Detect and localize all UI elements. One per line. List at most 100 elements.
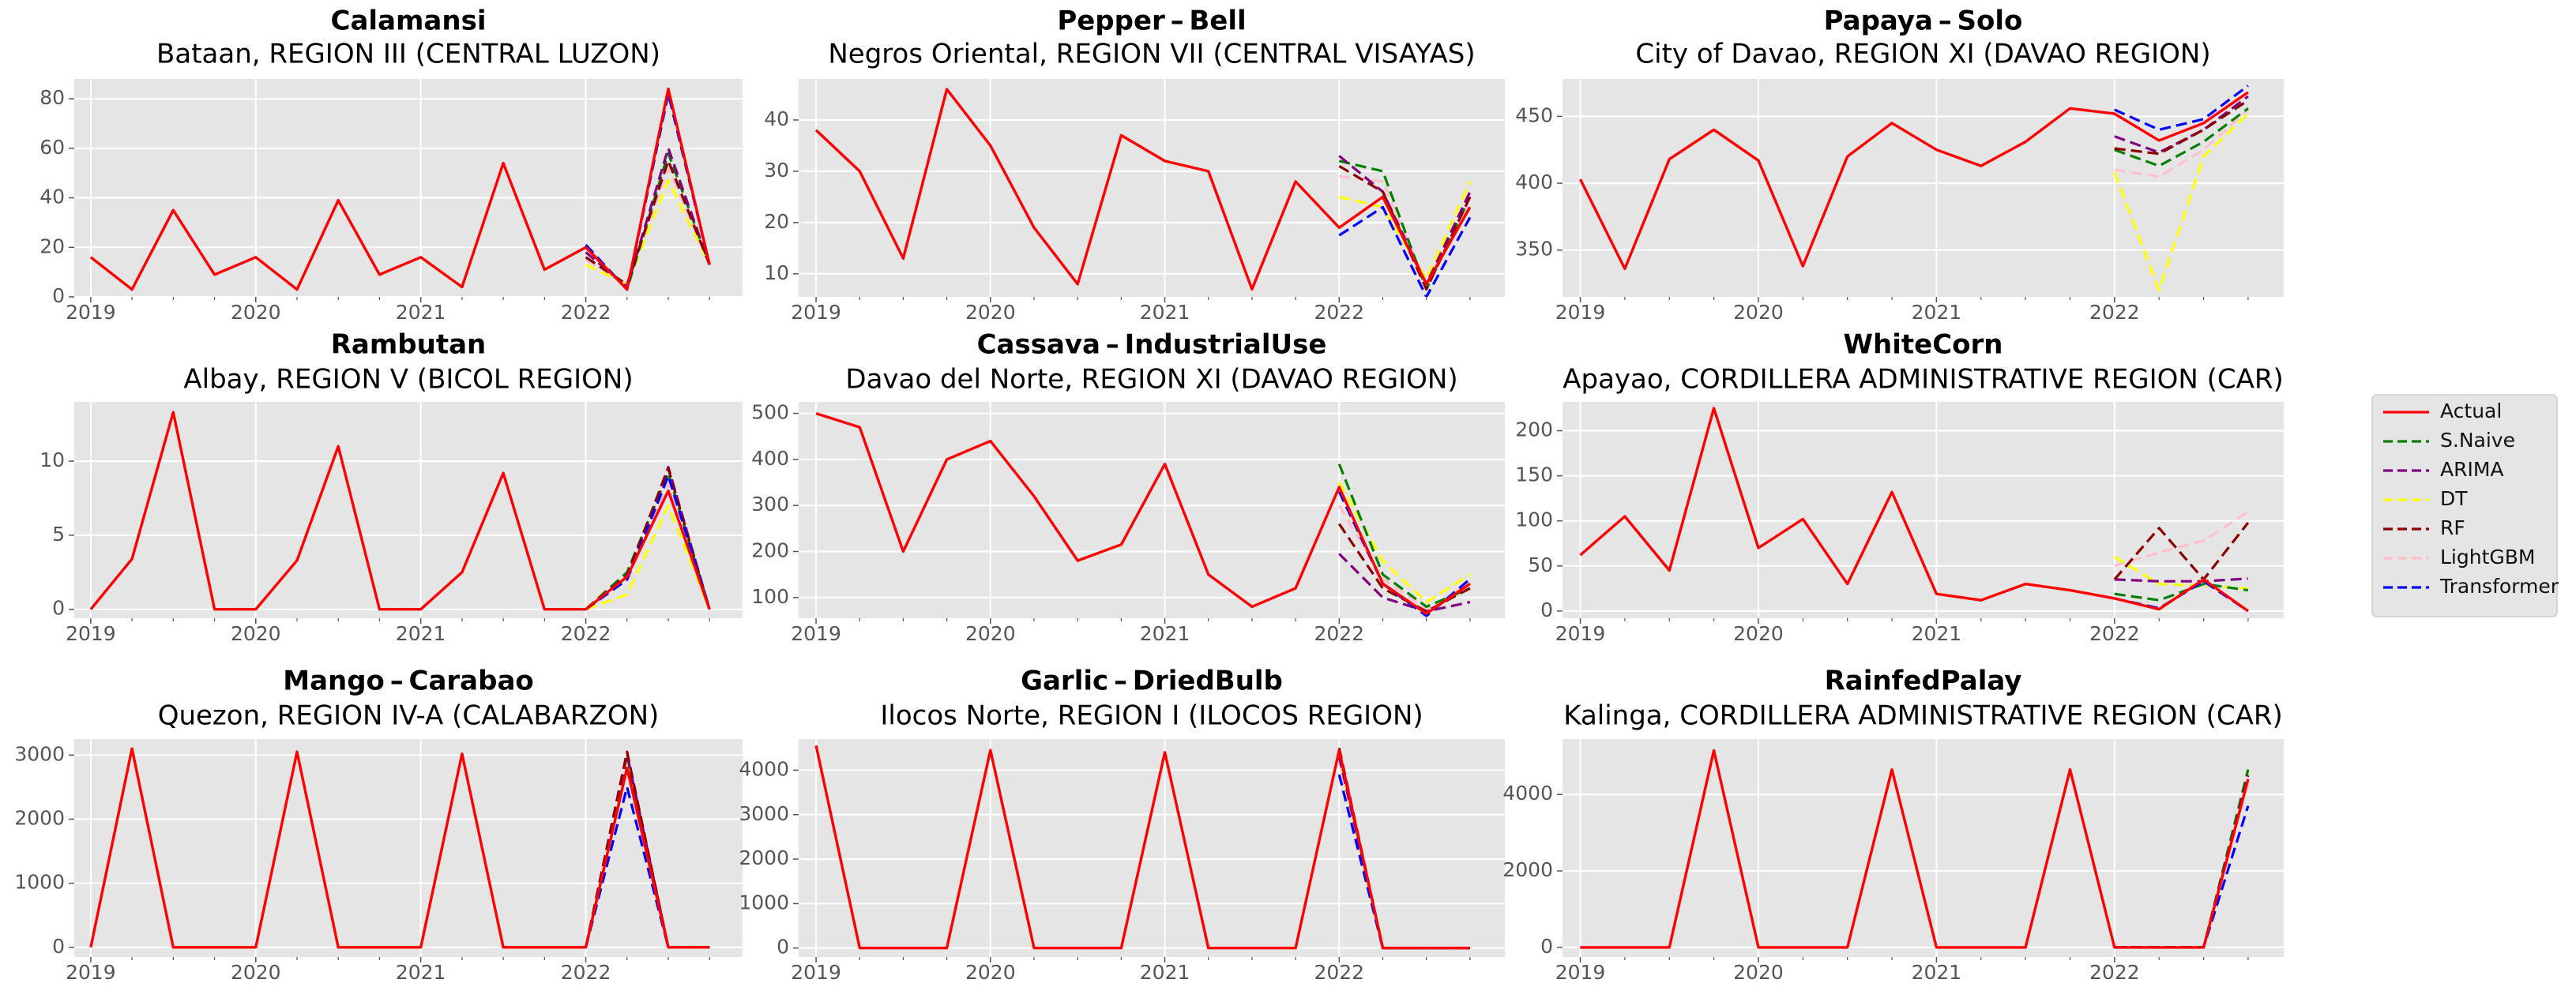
- plot-background: [799, 79, 1505, 297]
- legend-label: RF: [2440, 516, 2465, 539]
- y-tick-label: 0: [1540, 598, 1553, 621]
- series-lightgbm: [1337, 505, 1471, 610]
- series-actual: [814, 745, 1470, 950]
- x-tick-label: 2020: [1733, 301, 1784, 324]
- y-tick-label: 5: [52, 523, 65, 546]
- series-actual: [814, 88, 1472, 291]
- legend-label: Actual: [2440, 400, 2502, 422]
- y-tick-label: 200: [1515, 418, 1553, 441]
- series-arima: [2114, 577, 2248, 583]
- series-dt: [585, 504, 711, 611]
- y-tick-label: 80: [39, 86, 65, 109]
- y-tick-label: 400: [751, 447, 789, 470]
- y-tick-label: 500: [751, 401, 789, 424]
- y-tick-label: 50: [1528, 553, 1553, 576]
- x-tick-label: 2021: [1140, 301, 1190, 324]
- x-tick-label: 2020: [1733, 622, 1784, 645]
- series-actual: [1579, 407, 2249, 613]
- y-tick-label: 0: [52, 284, 65, 307]
- series-lightgbm: [2114, 510, 2249, 568]
- panel-title: Calamansi: [331, 6, 487, 37]
- y-tick-label: 0: [52, 597, 65, 620]
- x-tick-label: 2020: [1733, 961, 1784, 984]
- x-tick-label: 2020: [965, 622, 1016, 645]
- plot-background: [799, 739, 1505, 957]
- legend: Actual S.Naive ARIMA DT RF LightGBM Transforme…: [2371, 394, 2559, 617]
- y-tick-label: 10: [764, 261, 789, 284]
- panel-subtitle: Apayao, CORDILLERA ADMINISTRATIVE REGION…: [1563, 364, 2284, 396]
- panel-subtitle: Quezon, REGION IV-A (CALABARZON): [158, 700, 660, 732]
- series-layer: [1580, 748, 2250, 949]
- panel-title: Papaya – Solo: [1824, 6, 2023, 37]
- series-s-naive: [2114, 107, 2249, 167]
- x-tick-label: 2021: [1912, 301, 1962, 324]
- x-tick-label: 2019: [66, 961, 116, 984]
- legend-item-dt: DT: [2383, 487, 2468, 510]
- x-tick-label: 2020: [965, 961, 1016, 984]
- panel-subtitle: Negros Oriental, REGION VII (CENTRAL VIS…: [828, 39, 1475, 70]
- legend-item-s-naive: S.Naive: [2383, 429, 2515, 452]
- panel-subtitle: Bataan, REGION III (CENTRAL LUZON): [156, 39, 660, 70]
- series-transformer: [1338, 205, 1472, 297]
- x-tick-label: 2019: [1555, 622, 1606, 645]
- series-layer: [89, 411, 711, 611]
- y-tick-label: 350: [1515, 238, 1553, 261]
- legend-item-rf: RF: [2383, 516, 2465, 539]
- y-tick-label: 40: [764, 107, 789, 130]
- y-tick-label: 4000: [739, 757, 789, 780]
- x-tick-label: 2022: [561, 301, 611, 324]
- x-tick-label: 2019: [1555, 301, 1606, 324]
- y-tick-label: 100: [1515, 508, 1553, 531]
- panel-subtitle: Albay, REGION V (BICOL REGION): [183, 364, 633, 396]
- legend-label: Transformer: [2439, 575, 2559, 598]
- series-actual: [815, 411, 1471, 615]
- series-layer: [1578, 84, 2250, 292]
- plot-background: [74, 739, 743, 957]
- y-tick-label: 3000: [739, 802, 789, 825]
- y-tick-label: 0: [1540, 935, 1553, 958]
- plot-background: [1563, 79, 2284, 297]
- y-tick-label: 40: [39, 186, 65, 208]
- x-tick-label: 2019: [66, 301, 116, 324]
- series-dt: [1337, 482, 1471, 604]
- x-tick-label: 2020: [965, 301, 1016, 324]
- y-tick-label: 0: [52, 935, 65, 958]
- series-actual: [89, 87, 711, 291]
- series-actual: [89, 411, 711, 611]
- panel-subtitle: Kalinga, CORDILLERA ADMINISTRATIVE REGIO…: [1563, 700, 2282, 732]
- x-tick-label: 2021: [396, 622, 446, 645]
- series-s-naive: [2114, 582, 2249, 602]
- y-tick-label: 2000: [1502, 858, 1553, 881]
- y-tick-label: 4000: [1502, 782, 1553, 805]
- panel-title: Garlic – DriedBulb: [1021, 666, 1283, 697]
- x-tick-label: 2020: [231, 961, 281, 984]
- y-tick-label: 150: [1515, 463, 1553, 486]
- x-tick-label: 2019: [1555, 961, 1606, 984]
- series-layer: [89, 87, 711, 291]
- y-tick-label: 300: [751, 493, 789, 516]
- x-tick-label: 2019: [791, 961, 841, 984]
- y-tick-label: 30: [764, 159, 789, 182]
- y-tick-label: 450: [1515, 103, 1553, 126]
- x-tick-label: 2019: [66, 622, 116, 645]
- legend-item-transformer: Transformer: [2383, 575, 2559, 598]
- x-tick-label: 2021: [1140, 961, 1190, 984]
- series-layer: [1579, 407, 2250, 613]
- x-tick-label: 2021: [396, 961, 446, 984]
- x-tick-label: 2020: [231, 301, 281, 324]
- series-dt: [585, 179, 711, 286]
- series-layer: [89, 747, 710, 949]
- y-tick-label: 400: [1515, 171, 1553, 193]
- plot-background: [1563, 402, 2284, 618]
